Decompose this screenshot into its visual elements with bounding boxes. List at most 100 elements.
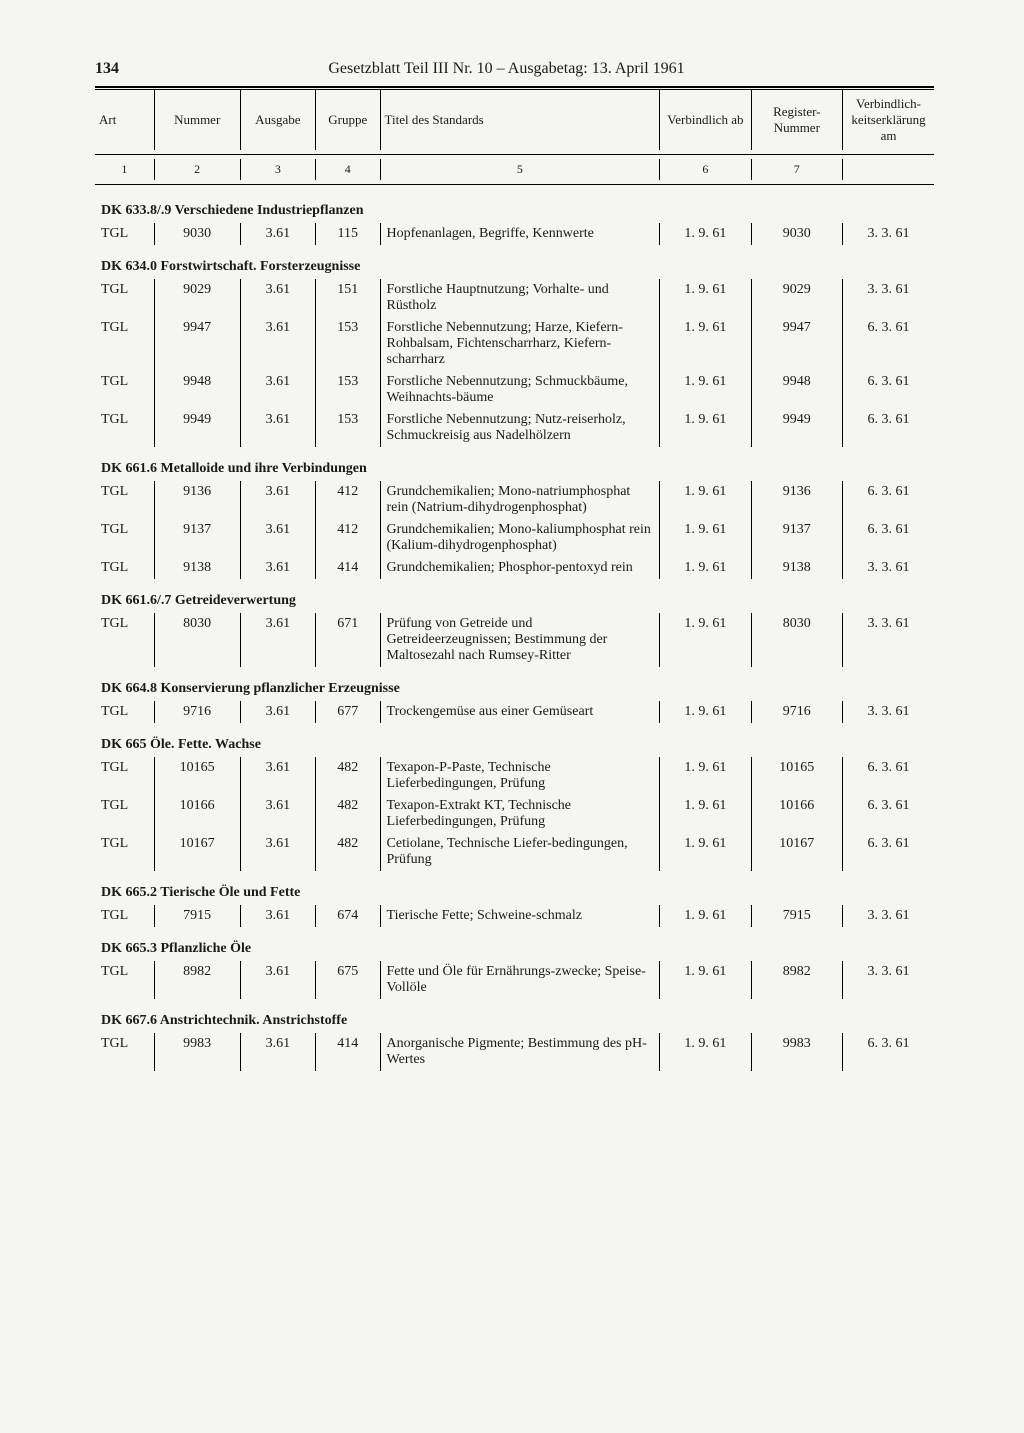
col-titel: Titel des Standards [380,90,660,150]
cell-register: 9138 [751,557,842,579]
cell-am: 3. 3. 61 [843,223,934,245]
cell-gruppe: 412 [315,519,380,557]
cell-art: TGL [95,557,154,579]
section-heading-text: DK 667.6 Anstrichtechnik. Anstrichstoffe [95,999,934,1033]
section-heading-text: DK 661.6 Metalloide und ihre Verbindunge… [95,447,934,481]
colnum-4: 4 [315,159,380,180]
table-row: TGL80303.61671Prüfung von Getreide und G… [95,613,934,667]
cell-verbindlich: 1. 9. 61 [660,757,751,795]
cell-verbindlich: 1. 9. 61 [660,557,751,579]
col-art: Art [95,90,154,150]
section-heading: DK 661.6 Metalloide und ihre Verbindunge… [95,447,934,481]
cell-ausgabe: 3.61 [240,519,315,557]
col-am: Verbindlich-keitserklärung am [843,90,934,150]
cell-am: 3. 3. 61 [843,613,934,667]
cell-titel: Forstliche Nebennutzung; Schmuckbäume, W… [380,371,660,409]
cell-gruppe: 674 [315,905,380,927]
cell-am: 3. 3. 61 [843,905,934,927]
cell-titel: Trockengemüse aus einer Gemüseart [380,701,660,723]
cell-register: 9947 [751,317,842,371]
cell-nummer: 9949 [154,409,240,447]
cell-titel: Grundchemikalien; Mono-kaliumphosphat re… [380,519,660,557]
cell-am: 6. 3. 61 [843,371,934,409]
cell-register: 9136 [751,481,842,519]
cell-register: 9716 [751,701,842,723]
cell-ausgabe: 3.61 [240,961,315,999]
table-row: TGL91383.61414Grundchemikalien; Phosphor… [95,557,934,579]
cell-ausgabe: 3.61 [240,223,315,245]
section-heading-text: DK 634.0 Forstwirtschaft. Forsterzeugnis… [95,245,934,279]
cell-verbindlich: 1. 9. 61 [660,279,751,317]
cell-register: 9029 [751,279,842,317]
cell-verbindlich: 1. 9. 61 [660,961,751,999]
cell-register: 10167 [751,833,842,871]
colnum-8 [843,159,934,180]
cell-gruppe: 414 [315,557,380,579]
section-heading: DK 667.6 Anstrichtechnik. Anstrichstoffe [95,999,934,1033]
cell-art: TGL [95,317,154,371]
cell-verbindlich: 1. 9. 61 [660,317,751,371]
cell-nummer: 9030 [154,223,240,245]
cell-register: 9137 [751,519,842,557]
standards-table: Art Nummer Ausgabe Gruppe Titel des Stan… [95,90,934,1071]
cell-verbindlich: 1. 9. 61 [660,223,751,245]
cell-gruppe: 671 [315,613,380,667]
colnum-7: 7 [751,159,842,180]
cell-art: TGL [95,371,154,409]
cell-art: TGL [95,961,154,999]
section-heading: DK 661.6/.7 Getreideverwertung [95,579,934,613]
table-row: TGL79153.61674Tierische Fette; Schweine-… [95,905,934,927]
cell-verbindlich: 1. 9. 61 [660,833,751,871]
cell-titel: Prüfung von Getreide und Getreideerzeugn… [380,613,660,667]
cell-register: 7915 [751,905,842,927]
cell-titel: Cetiolane, Technische Liefer-bedingungen… [380,833,660,871]
cell-titel: Tierische Fette; Schweine-schmalz [380,905,660,927]
cell-verbindlich: 1. 9. 61 [660,519,751,557]
cell-ausgabe: 3.61 [240,371,315,409]
colnum-2: 2 [154,159,240,180]
cell-nummer: 10166 [154,795,240,833]
cell-register: 9949 [751,409,842,447]
cell-am: 6. 3. 61 [843,519,934,557]
table-row: TGL101663.61482Texapon-Extrakt KT, Techn… [95,795,934,833]
cell-art: TGL [95,701,154,723]
section-heading-text: DK 664.8 Konservierung pflanzlicher Erze… [95,667,934,701]
cell-nummer: 10165 [154,757,240,795]
section-heading: DK 633.8/.9 Verschiedene Industriepflanz… [95,189,934,223]
cell-titel: Texapon-P-Paste, Technische Lieferbeding… [380,757,660,795]
cell-titel: Hopfenanlagen, Begriffe, Kennwerte [380,223,660,245]
cell-register: 8982 [751,961,842,999]
cell-verbindlich: 1. 9. 61 [660,409,751,447]
col-ausgabe: Ausgabe [240,90,315,150]
section-heading-text: DK 633.8/.9 Verschiedene Industriepflanz… [95,189,934,223]
cell-ausgabe: 3.61 [240,481,315,519]
cell-gruppe: 482 [315,757,380,795]
section-heading: DK 665.3 Pflanzliche Öle [95,927,934,961]
table-row: TGL99833.61414Anorganische Pigmente; Bes… [95,1033,934,1071]
table-header-row: Art Nummer Ausgabe Gruppe Titel des Stan… [95,90,934,150]
cell-ausgabe: 3.61 [240,409,315,447]
cell-nummer: 9137 [154,519,240,557]
cell-art: TGL [95,279,154,317]
cell-gruppe: 482 [315,833,380,871]
cell-titel: Anorganische Pigmente; Bestimmung des pH… [380,1033,660,1071]
cell-gruppe: 153 [315,317,380,371]
cell-ausgabe: 3.61 [240,1033,315,1071]
cell-gruppe: 115 [315,223,380,245]
cell-verbindlich: 1. 9. 61 [660,481,751,519]
colnum-5: 5 [380,159,660,180]
colnum-6: 6 [660,159,751,180]
table-row: TGL99493.61153Forstliche Nebennutzung; N… [95,409,934,447]
table-row: TGL91363.61412Grundchemikalien; Mono-nat… [95,481,934,519]
cell-art: TGL [95,795,154,833]
cell-nummer: 9136 [154,481,240,519]
cell-am: 3. 3. 61 [843,557,934,579]
cell-gruppe: 675 [315,961,380,999]
cell-gruppe: 153 [315,371,380,409]
cell-am: 6. 3. 61 [843,481,934,519]
cell-ausgabe: 3.61 [240,613,315,667]
cell-am: 3. 3. 61 [843,701,934,723]
cell-ausgabe: 3.61 [240,279,315,317]
cell-verbindlich: 1. 9. 61 [660,371,751,409]
cell-gruppe: 482 [315,795,380,833]
